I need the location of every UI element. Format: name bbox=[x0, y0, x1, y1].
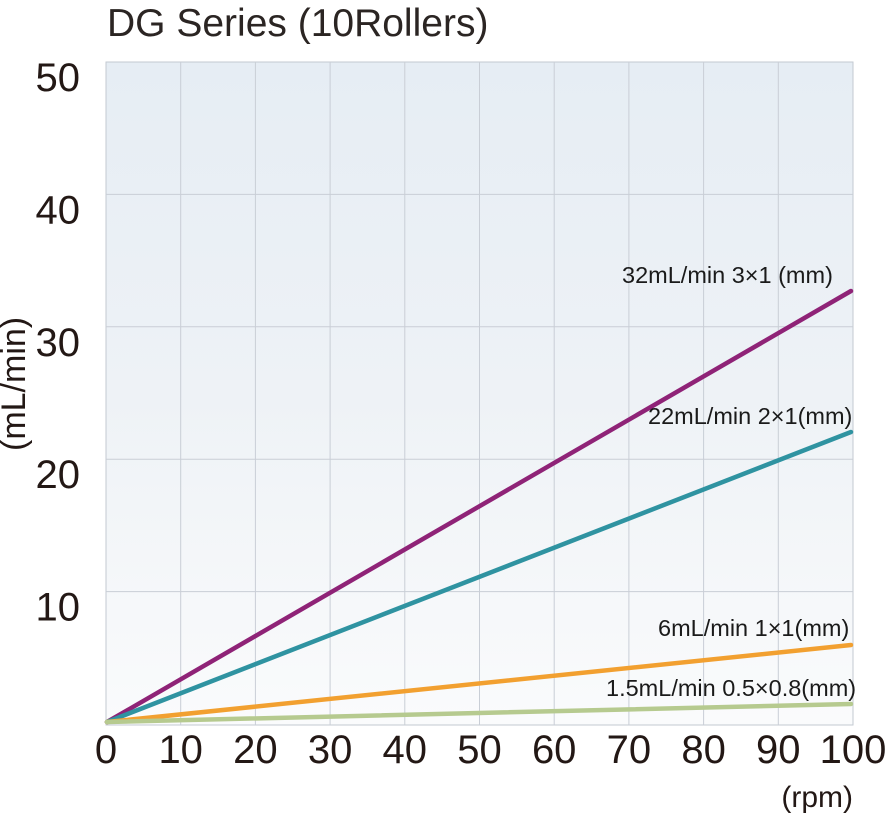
svg-text:100: 100 bbox=[820, 728, 887, 772]
svg-text:(rpm): (rpm) bbox=[781, 781, 853, 814]
svg-text:22mL/min 2×1(mm): 22mL/min 2×1(mm) bbox=[648, 403, 852, 429]
svg-text:1.5mL/min 0.5×0.8(mm): 1.5mL/min 0.5×0.8(mm) bbox=[606, 675, 856, 701]
svg-text:10: 10 bbox=[158, 728, 203, 772]
svg-text:0: 0 bbox=[95, 728, 117, 772]
svg-text:30: 30 bbox=[308, 728, 353, 772]
svg-text:50: 50 bbox=[457, 728, 502, 772]
svg-text:10: 10 bbox=[36, 586, 81, 630]
svg-text:90: 90 bbox=[756, 728, 801, 772]
svg-text:20: 20 bbox=[233, 728, 278, 772]
svg-text:60: 60 bbox=[532, 728, 577, 772]
svg-text:50: 50 bbox=[36, 56, 81, 100]
svg-text:70: 70 bbox=[607, 728, 652, 772]
svg-text:6mL/min 1×1(mm): 6mL/min 1×1(mm) bbox=[658, 615, 849, 641]
svg-text:40: 40 bbox=[36, 188, 81, 232]
svg-text:20: 20 bbox=[36, 453, 81, 497]
svg-text:40: 40 bbox=[383, 728, 428, 772]
svg-text:32mL/min 3×1 (mm): 32mL/min 3×1 (mm) bbox=[622, 262, 833, 288]
svg-text:80: 80 bbox=[681, 728, 726, 772]
svg-text:30: 30 bbox=[36, 321, 81, 365]
